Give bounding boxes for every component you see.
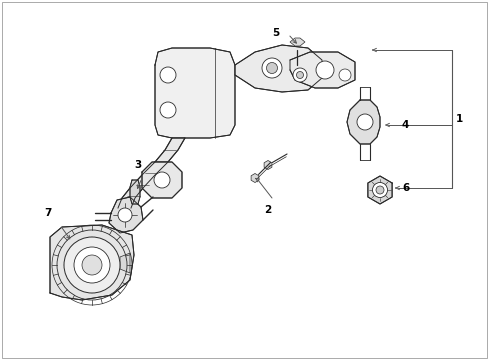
Text: 6: 6	[401, 183, 408, 193]
Text: 5: 5	[271, 28, 279, 38]
Circle shape	[82, 255, 102, 275]
Circle shape	[266, 63, 277, 73]
Polygon shape	[264, 161, 271, 170]
Circle shape	[356, 114, 372, 130]
Polygon shape	[50, 225, 134, 300]
Polygon shape	[235, 45, 321, 92]
Text: 3: 3	[134, 160, 142, 170]
Text: 4: 4	[401, 120, 408, 130]
Polygon shape	[142, 162, 182, 198]
Circle shape	[118, 208, 132, 222]
Polygon shape	[109, 197, 142, 233]
Circle shape	[160, 67, 176, 83]
Polygon shape	[251, 174, 258, 183]
Circle shape	[375, 186, 383, 194]
Circle shape	[372, 183, 386, 198]
Polygon shape	[118, 138, 184, 208]
Circle shape	[292, 68, 306, 82]
Circle shape	[154, 172, 170, 188]
Text: 7: 7	[44, 208, 52, 218]
Polygon shape	[289, 52, 354, 88]
Text: 2: 2	[264, 205, 271, 215]
Polygon shape	[289, 38, 305, 46]
Circle shape	[160, 102, 176, 118]
Circle shape	[74, 247, 110, 283]
Polygon shape	[346, 100, 379, 144]
Circle shape	[315, 61, 333, 79]
Circle shape	[64, 237, 120, 293]
Circle shape	[338, 69, 350, 81]
Circle shape	[262, 58, 282, 78]
Text: 1: 1	[455, 114, 462, 124]
Polygon shape	[367, 176, 391, 204]
Circle shape	[296, 72, 303, 78]
Polygon shape	[120, 253, 130, 273]
Polygon shape	[130, 180, 140, 204]
Polygon shape	[155, 48, 235, 138]
